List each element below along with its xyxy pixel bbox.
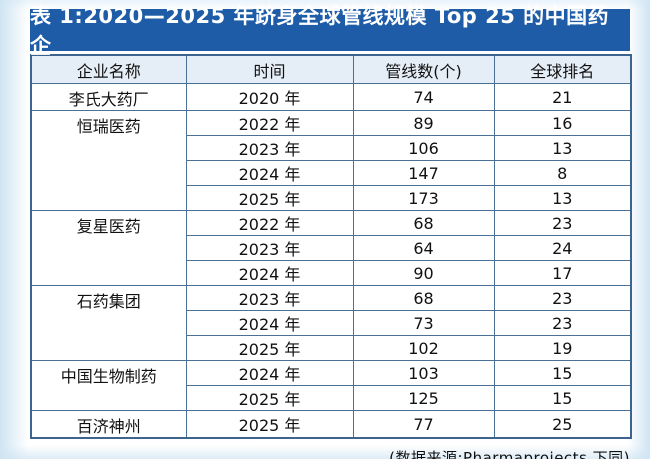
rank-cell: 16 (493, 110, 632, 136)
table-row: 2024 年 90 17 (31, 260, 632, 286)
rank-cell: 15 (493, 385, 632, 411)
pipeline-count-cell: 68 (352, 210, 495, 236)
pipeline-count-cell: 102 (352, 335, 495, 361)
pipeline-count-cell: 74 (352, 83, 495, 111)
table-row: 恒瑞医药 2022 年 89 16 (30, 110, 632, 211)
pipeline-count-cell: 77 (352, 410, 495, 439)
pipeline-count-cell: 64 (352, 235, 495, 261)
year-cell: 2025 年 (185, 335, 354, 361)
table-row: 百济神州 2025 年 77 25 (30, 410, 632, 439)
table-row: 2025 年 102 19 (31, 335, 632, 361)
company-cell: 恒瑞医药 (30, 110, 187, 211)
rank-cell: 13 (493, 185, 632, 211)
pipeline-count-cell: 103 (352, 360, 495, 386)
table-title: 表 1:2020—2025 年跻身全球管线规模 Top 25 的中国药企 (30, 4, 610, 58)
rank-cell: 24 (493, 235, 632, 261)
pipeline-count-cell: 68 (352, 285, 495, 311)
column-header-rank: 全球排名 (493, 54, 632, 84)
year-cell: 2025 年 (185, 385, 354, 411)
year-cell: 2022 年 (185, 210, 354, 236)
year-cell: 2022 年 (185, 110, 354, 136)
data-source-note: (数据来源:Pharmaprojects,下同) (389, 449, 630, 459)
company-cell: 复星医药 (30, 210, 187, 286)
table-title-bar: 表 1:2020—2025 年跻身全球管线规模 Top 25 的中国药企 (30, 4, 630, 58)
rank-cell: 8 (493, 160, 632, 186)
rank-cell: 23 (493, 310, 632, 336)
company-cell: 百济神州 (30, 410, 187, 439)
rank-cell: 23 (493, 285, 632, 311)
rank-cell: 25 (493, 410, 632, 439)
rank-cell: 15 (493, 360, 632, 386)
rank-cell: 19 (493, 335, 632, 361)
pipeline-count-cell: 173 (352, 185, 495, 211)
pipeline-count-cell: 89 (352, 110, 495, 136)
header-row: 企业名称 时间 管线数(个) 全球排名 (30, 54, 632, 84)
year-cell: 2024 年 (185, 260, 354, 286)
rank-cell: 17 (493, 260, 632, 286)
rank-cell: 13 (493, 135, 632, 161)
rank-cell: 23 (493, 210, 632, 236)
table-row: 李氏大药厂 2020 年 74 21 (30, 83, 632, 111)
pipeline-count-cell: 106 (352, 135, 495, 161)
table-row: 2025 年 125 15 (31, 385, 632, 411)
year-cell: 2023 年 (185, 285, 354, 311)
pipeline-count-cell: 125 (352, 385, 495, 411)
year-cell: 2024 年 (185, 360, 354, 386)
pipeline-count-cell: 90 (352, 260, 495, 286)
year-cell: 2025 年 (185, 410, 354, 439)
table-row: 2024 年 73 23 (31, 310, 632, 336)
pipeline-rank-table: 企业名称 时间 管线数(个) 全球排名 李氏大药厂 2020 年 74 21 恒… (30, 54, 632, 439)
year-cell: 2024 年 (185, 310, 354, 336)
rank-cell: 21 (493, 83, 632, 111)
year-cell: 2025 年 (185, 185, 354, 211)
table-row: 石药集团 2023 年 68 23 (30, 285, 632, 361)
company-cell: 李氏大药厂 (30, 83, 187, 111)
year-cell: 2023 年 (185, 235, 354, 261)
table-row: 2025 年 173 13 (31, 185, 632, 211)
company-cell: 中国生物制药 (30, 360, 187, 411)
year-cell: 2020 年 (185, 83, 354, 111)
table-row: 复星医药 2022 年 68 23 (30, 210, 632, 286)
pipeline-count-cell: 73 (352, 310, 495, 336)
table-row: 2024 年 147 8 (31, 160, 632, 186)
company-cell: 石药集团 (30, 285, 187, 361)
column-header-company: 企业名称 (30, 54, 187, 84)
table-row: 中国生物制药 2024 年 103 15 (30, 360, 632, 411)
pipeline-count-cell: 147 (352, 160, 495, 186)
year-cell: 2024 年 (185, 160, 354, 186)
year-cell: 2023 年 (185, 135, 354, 161)
table-row: 2023 年 106 13 (31, 135, 632, 161)
